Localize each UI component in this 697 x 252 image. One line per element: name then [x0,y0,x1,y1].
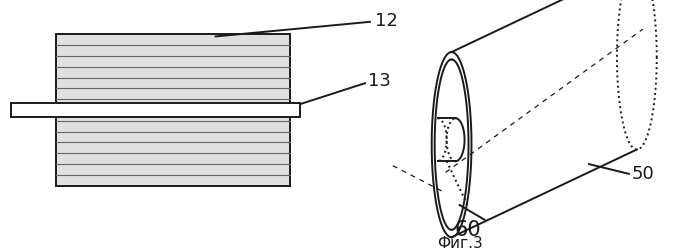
Text: 50: 50 [632,164,654,182]
Text: 12: 12 [375,12,398,30]
Bar [56,35,290,186]
Text: 60: 60 [454,219,481,239]
Text: 13: 13 [368,72,391,90]
Text: Фиг.3: Фиг.3 [437,235,482,249]
Bar [11,104,300,117]
